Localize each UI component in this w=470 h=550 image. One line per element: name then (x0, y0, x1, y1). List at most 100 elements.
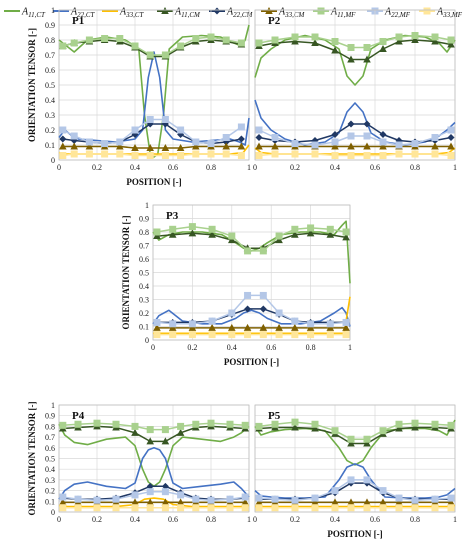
series-a33-cm (153, 323, 350, 331)
data-point (255, 494, 263, 502)
x-tick-label: 1 (348, 343, 352, 352)
data-point (395, 37, 403, 45)
series-line (258, 39, 452, 61)
data-point (59, 493, 67, 501)
data-point (347, 504, 355, 512)
series-a22-cm (153, 305, 350, 326)
data-point (395, 420, 403, 428)
x-tick-label: 0.8 (206, 515, 216, 524)
x-tick-label: 0.4 (130, 163, 140, 172)
data-point (146, 116, 154, 123)
data-point (291, 331, 299, 339)
data-point (101, 35, 109, 42)
data-point (255, 504, 263, 512)
data-point (101, 140, 109, 147)
data-point (74, 420, 82, 428)
x-tick-label: 0 (151, 343, 155, 352)
data-point (311, 424, 319, 432)
data-point (188, 323, 197, 331)
y-tick-label: 1 (51, 401, 55, 410)
data-point (363, 120, 371, 128)
data-point (311, 498, 319, 506)
y-tick-label: 1 (145, 201, 149, 210)
data-point (208, 225, 216, 233)
data-point (331, 131, 339, 138)
data-point (207, 496, 215, 504)
data-point (379, 131, 387, 138)
plot-frame (58, 404, 250, 513)
data-point (331, 38, 339, 45)
series-a11-ct (58, 24, 250, 158)
data-point (363, 142, 371, 150)
x-tick-label: 1 (453, 163, 457, 172)
data-point (326, 323, 335, 331)
data-point (363, 476, 371, 484)
data-point (347, 132, 355, 140)
data-point (447, 36, 455, 44)
data-point (146, 152, 154, 159)
data-point (207, 150, 215, 158)
data-point (331, 498, 339, 506)
x-tick-label: 0.2 (92, 515, 102, 524)
data-point (93, 496, 101, 504)
x-tick-label: 0 (57, 515, 61, 524)
x-tick-label: 0.6 (168, 515, 178, 524)
data-point (153, 323, 161, 331)
data-point (259, 291, 267, 299)
data-point (116, 142, 124, 150)
y-tick-label: 0.6 (45, 444, 55, 453)
data-point (271, 420, 279, 428)
data-point (228, 236, 236, 244)
data-point (431, 504, 439, 512)
data-point (411, 32, 419, 39)
data-point (244, 331, 252, 339)
panel-title: P4 (72, 410, 85, 422)
series-line (62, 425, 246, 443)
data-point (271, 495, 279, 503)
y-axis-label: ORIENTATION TENSOR [-] (121, 215, 131, 329)
data-point (311, 33, 319, 41)
data-point (131, 491, 139, 499)
data-point (331, 152, 339, 159)
data-point (208, 323, 216, 331)
data-point (161, 152, 169, 159)
data-point (131, 126, 139, 134)
data-point (331, 142, 339, 150)
data-point (153, 228, 161, 236)
data-point (379, 152, 387, 159)
data-point (431, 150, 439, 158)
y-tick-label: 0.7 (45, 51, 55, 60)
legend-item: A11,MF (313, 7, 356, 19)
data-point (379, 142, 387, 150)
plot-panel-p2: 0 0.2 0.4 0.6 0.8 1 P2 (253, 9, 457, 172)
x-tick-label: 1 (247, 163, 251, 172)
data-point (311, 39, 319, 46)
series-line (255, 504, 456, 508)
panel-title: P3 (166, 210, 179, 222)
series-a22-cm (255, 120, 455, 146)
data-point (275, 331, 283, 339)
legend-item: A22,MF (367, 7, 411, 19)
y-tick-label: 0 (51, 156, 55, 165)
data-point (291, 37, 299, 45)
data-point (101, 150, 109, 158)
x-tick-label: 0 (253, 515, 257, 524)
data-point (363, 439, 371, 447)
y-tick-label: 0.5 (45, 455, 55, 464)
data-point (379, 45, 387, 52)
data-point (275, 323, 283, 331)
data-point (291, 317, 299, 325)
data-point (70, 142, 78, 150)
panel-title: P2 (268, 15, 281, 27)
y-tick-label: 0 (145, 336, 149, 345)
legend-label: A33,MF (436, 7, 463, 20)
data-point (326, 230, 335, 238)
x-axis-label: POSITION [-] (224, 357, 279, 367)
series-a22-mf (153, 291, 350, 328)
data-point (291, 150, 299, 158)
data-point (291, 230, 299, 238)
data-point (342, 233, 350, 241)
x-tick-label: 0.2 (92, 163, 102, 172)
legend-swatch-marker (213, 7, 221, 15)
data-point (363, 435, 371, 443)
